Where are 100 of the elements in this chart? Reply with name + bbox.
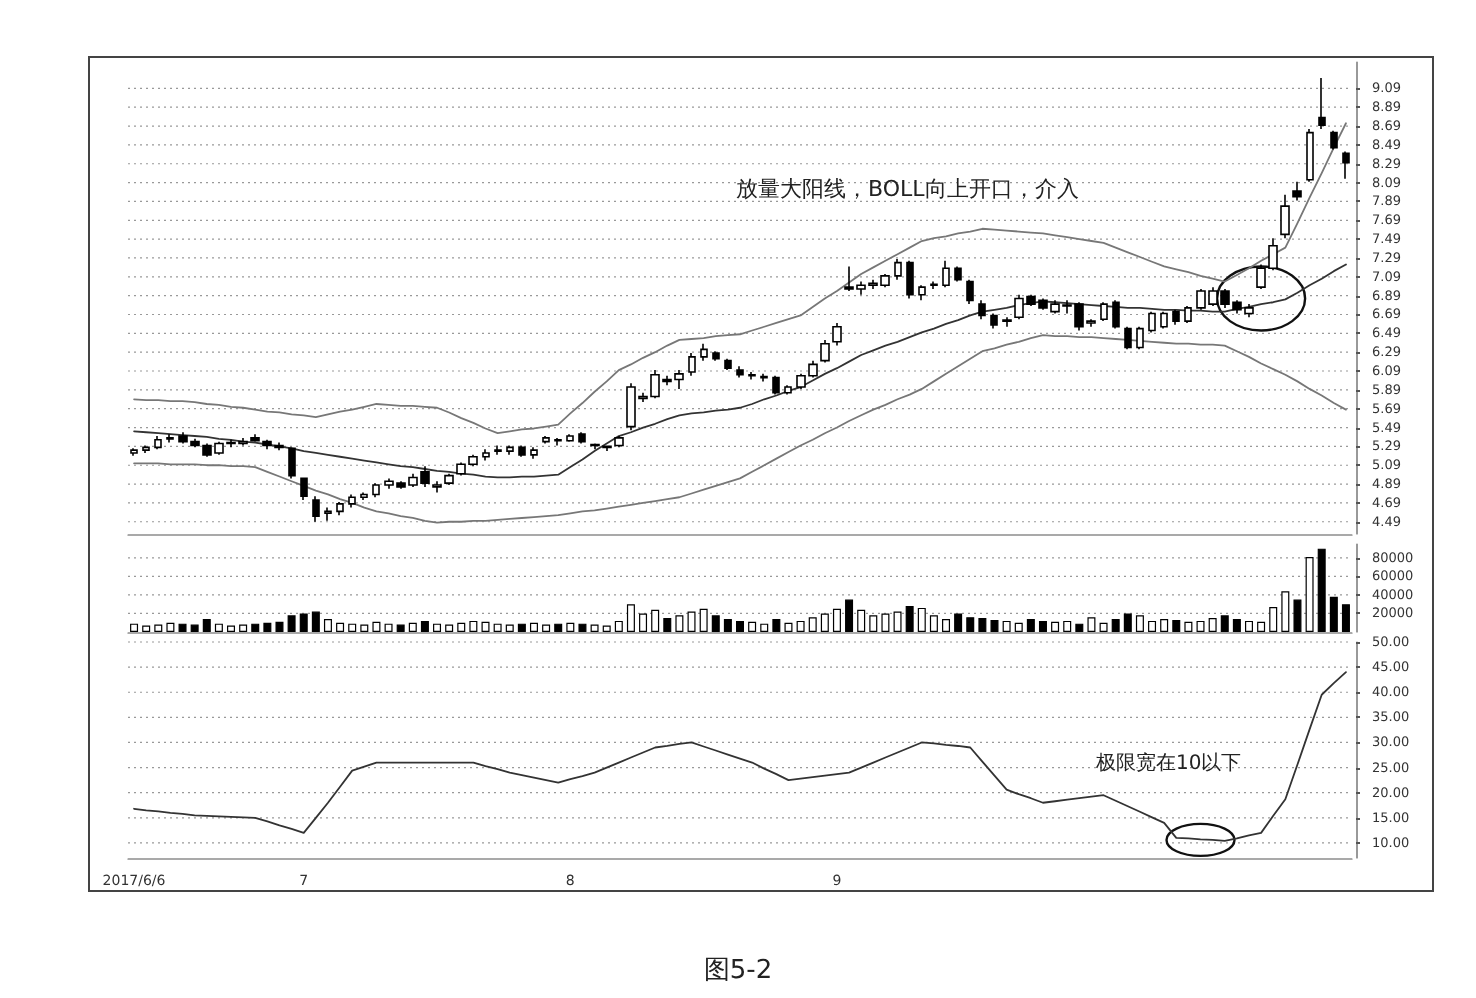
bar — [311, 611, 320, 632]
candlestick — [614, 435, 624, 449]
bar — [1257, 621, 1266, 632]
candlestick — [954, 265, 962, 283]
bar — [723, 619, 732, 632]
bar — [651, 609, 660, 632]
bar — [881, 613, 890, 632]
bar — [469, 620, 478, 632]
bar — [360, 624, 369, 632]
bar — [529, 622, 538, 632]
candlestick — [1160, 310, 1168, 330]
candlestick — [748, 371, 756, 381]
bar — [166, 622, 175, 632]
bar — [832, 608, 841, 632]
bar — [1002, 620, 1011, 632]
bar — [372, 621, 381, 632]
candlestick — [700, 342, 708, 362]
candlestick — [930, 280, 938, 290]
candlestick — [1136, 325, 1144, 351]
candlestick — [300, 476, 308, 501]
candlestick — [542, 435, 550, 445]
candlestick — [554, 437, 562, 447]
candlestick — [312, 495, 320, 523]
bar — [820, 613, 829, 632]
bar — [1269, 606, 1278, 632]
candlestick — [990, 312, 998, 330]
bar — [784, 622, 793, 632]
bar — [178, 623, 187, 632]
bar — [675, 615, 684, 632]
bar — [1232, 619, 1241, 632]
bar — [1087, 617, 1096, 632]
bar — [614, 620, 623, 632]
candlestick — [348, 493, 356, 509]
bar — [130, 623, 139, 632]
candlestick — [1112, 299, 1120, 330]
bar — [1329, 596, 1338, 632]
candlestick — [918, 284, 926, 302]
candlestick — [942, 259, 950, 288]
bar — [566, 622, 575, 632]
bar — [348, 623, 357, 632]
bar — [1293, 599, 1302, 632]
bar — [554, 623, 563, 632]
bar — [1123, 613, 1132, 632]
bar — [590, 624, 599, 632]
bar — [578, 623, 587, 632]
bar — [214, 623, 223, 632]
bar — [323, 619, 332, 632]
candlestick — [1002, 316, 1012, 328]
bar — [1244, 620, 1253, 632]
candlestick — [688, 352, 696, 377]
bar — [990, 619, 999, 632]
candlestick — [142, 444, 150, 454]
candlestick — [724, 357, 732, 371]
bar — [505, 624, 514, 632]
candlestick — [360, 491, 368, 501]
bar — [796, 620, 805, 632]
bar — [396, 624, 405, 632]
bar — [711, 615, 720, 632]
candlestick — [1306, 128, 1314, 183]
candlestick — [566, 433, 574, 443]
bar — [408, 622, 417, 632]
candlestick — [336, 501, 344, 516]
bar — [1184, 621, 1193, 632]
bar — [263, 622, 272, 632]
candlestick — [1100, 301, 1108, 322]
candlestick — [324, 506, 332, 522]
bar — [1075, 623, 1084, 632]
candlestick — [760, 373, 768, 383]
bar — [493, 623, 502, 632]
bar — [1148, 620, 1157, 632]
bar — [663, 618, 672, 632]
candlestick — [482, 448, 490, 462]
bar — [251, 623, 260, 632]
bar — [1281, 591, 1290, 632]
bar — [275, 621, 284, 632]
candlestick — [578, 431, 586, 445]
bar — [202, 619, 211, 632]
candlestick — [1184, 305, 1192, 324]
bar — [1208, 618, 1217, 632]
bar — [1341, 604, 1350, 632]
candlestick — [518, 444, 526, 458]
candlestick — [530, 446, 538, 460]
bar — [1317, 548, 1326, 632]
bar — [1172, 619, 1181, 632]
line-series — [133, 334, 1347, 524]
bar — [445, 624, 454, 632]
bar — [760, 623, 769, 632]
bar — [227, 625, 236, 632]
candlestick — [736, 365, 744, 379]
bar — [1111, 619, 1120, 632]
bar — [1099, 622, 1108, 632]
bar — [154, 624, 163, 632]
bar — [869, 615, 878, 632]
candlestick — [772, 374, 780, 396]
bar — [542, 624, 551, 632]
bar — [748, 621, 757, 632]
annotation: 极限宽在10以下 — [1094, 751, 1242, 775]
bar — [954, 613, 963, 632]
bar — [517, 623, 526, 632]
candlestick — [832, 322, 842, 347]
